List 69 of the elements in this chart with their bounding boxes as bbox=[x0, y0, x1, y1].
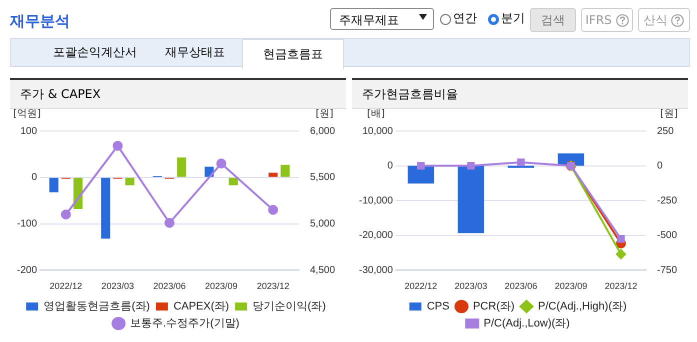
y2-tick-label: 6,000 bbox=[310, 126, 336, 137]
x-tick-label: 2023/06 bbox=[153, 281, 186, 292]
legend-label: 영업활동현금흐름(좌) bbox=[44, 300, 150, 313]
point bbox=[517, 158, 525, 166]
y-axis-title: [배] bbox=[367, 108, 385, 120]
legend-label: P/C(Adj.,High)(좌) bbox=[538, 300, 627, 313]
text: IFRS bbox=[581, 8, 633, 32]
text: 산식 bbox=[638, 8, 690, 32]
text: 현금흐름표 bbox=[242, 39, 344, 69]
y2-axis-title: [원] bbox=[316, 108, 334, 120]
text: 재무분석 bbox=[10, 12, 70, 31]
point bbox=[268, 204, 278, 215]
text: 포괄손익계산서 bbox=[52, 44, 138, 61]
y2-tick-label: 5,000 bbox=[310, 218, 336, 230]
point bbox=[216, 158, 226, 168]
chart-title: 주가현금흐름비율 bbox=[352, 80, 688, 109]
bar bbox=[280, 164, 290, 177]
y2-tick-label: -500 bbox=[656, 230, 678, 242]
y-axis-title: [억원] bbox=[13, 108, 41, 120]
bar bbox=[49, 178, 58, 192]
y-tick-label: -20,000 bbox=[358, 230, 394, 242]
x-tick-label: 2023/09 bbox=[554, 281, 588, 292]
y-tick-label: 0 bbox=[31, 172, 38, 184]
legend-label: CPS bbox=[426, 300, 450, 313]
y-tick-label: -30,000 bbox=[358, 264, 394, 276]
point bbox=[616, 249, 626, 260]
text: 재무상태표 bbox=[164, 44, 226, 61]
bar bbox=[268, 172, 278, 177]
y-tick-label: -100 bbox=[17, 218, 38, 230]
x-tick-label: 2023/06 bbox=[504, 281, 538, 292]
x-tick-label: 2023/12 bbox=[256, 281, 290, 292]
y2-axis-title: [원] bbox=[660, 108, 678, 120]
y2-tick-label: 0 bbox=[656, 160, 663, 172]
text: 분기 bbox=[501, 10, 525, 27]
legend-label: CAPEX(좌) bbox=[173, 300, 230, 313]
y2-tick-label: -250 bbox=[656, 195, 678, 206]
legend-label: 당기순이익(좌) bbox=[252, 300, 326, 313]
y2-tick-label: 250 bbox=[656, 126, 674, 137]
text: 검색 bbox=[530, 8, 576, 32]
y-tick-label: -10,000 bbox=[358, 195, 394, 206]
y2-tick-label: 4,500 bbox=[310, 264, 336, 276]
y-tick-label: -200 bbox=[17, 264, 38, 276]
point bbox=[467, 162, 475, 170]
bar bbox=[228, 178, 238, 186]
x-tick-label: 2022/12 bbox=[404, 281, 438, 292]
y2-tick-label: 5,500 bbox=[310, 172, 336, 184]
y-tick-label: 10,000 bbox=[362, 126, 394, 137]
text: 주재무제표 bbox=[330, 8, 434, 30]
legend-label: 보통주.수정주가(기말) bbox=[130, 318, 240, 330]
x-tick-label: 2023/12 bbox=[604, 281, 638, 292]
x-tick-label: 2023/03 bbox=[101, 281, 134, 292]
y-tick-label: 0 bbox=[387, 160, 394, 172]
y-tick-label: 100 bbox=[20, 126, 38, 137]
bar bbox=[125, 178, 134, 186]
point bbox=[112, 140, 123, 151]
point bbox=[60, 210, 71, 220]
x-tick-label: 2022/12 bbox=[50, 281, 82, 292]
x-tick-label: 2023/03 bbox=[454, 281, 488, 292]
text: 연간 bbox=[453, 10, 477, 27]
point bbox=[164, 218, 174, 228]
legend-label: PCR(좌) bbox=[472, 300, 515, 313]
bar bbox=[177, 157, 186, 177]
point bbox=[417, 162, 425, 170]
point bbox=[617, 235, 625, 243]
chart-title: 주가 & CAPEX bbox=[10, 80, 346, 109]
y2-tick-label: -750 bbox=[656, 264, 678, 276]
legend-label: P/C(Adj.,Low)(좌) bbox=[484, 318, 570, 330]
x-tick-label: 2023/09 bbox=[205, 281, 238, 292]
bar bbox=[101, 178, 110, 239]
